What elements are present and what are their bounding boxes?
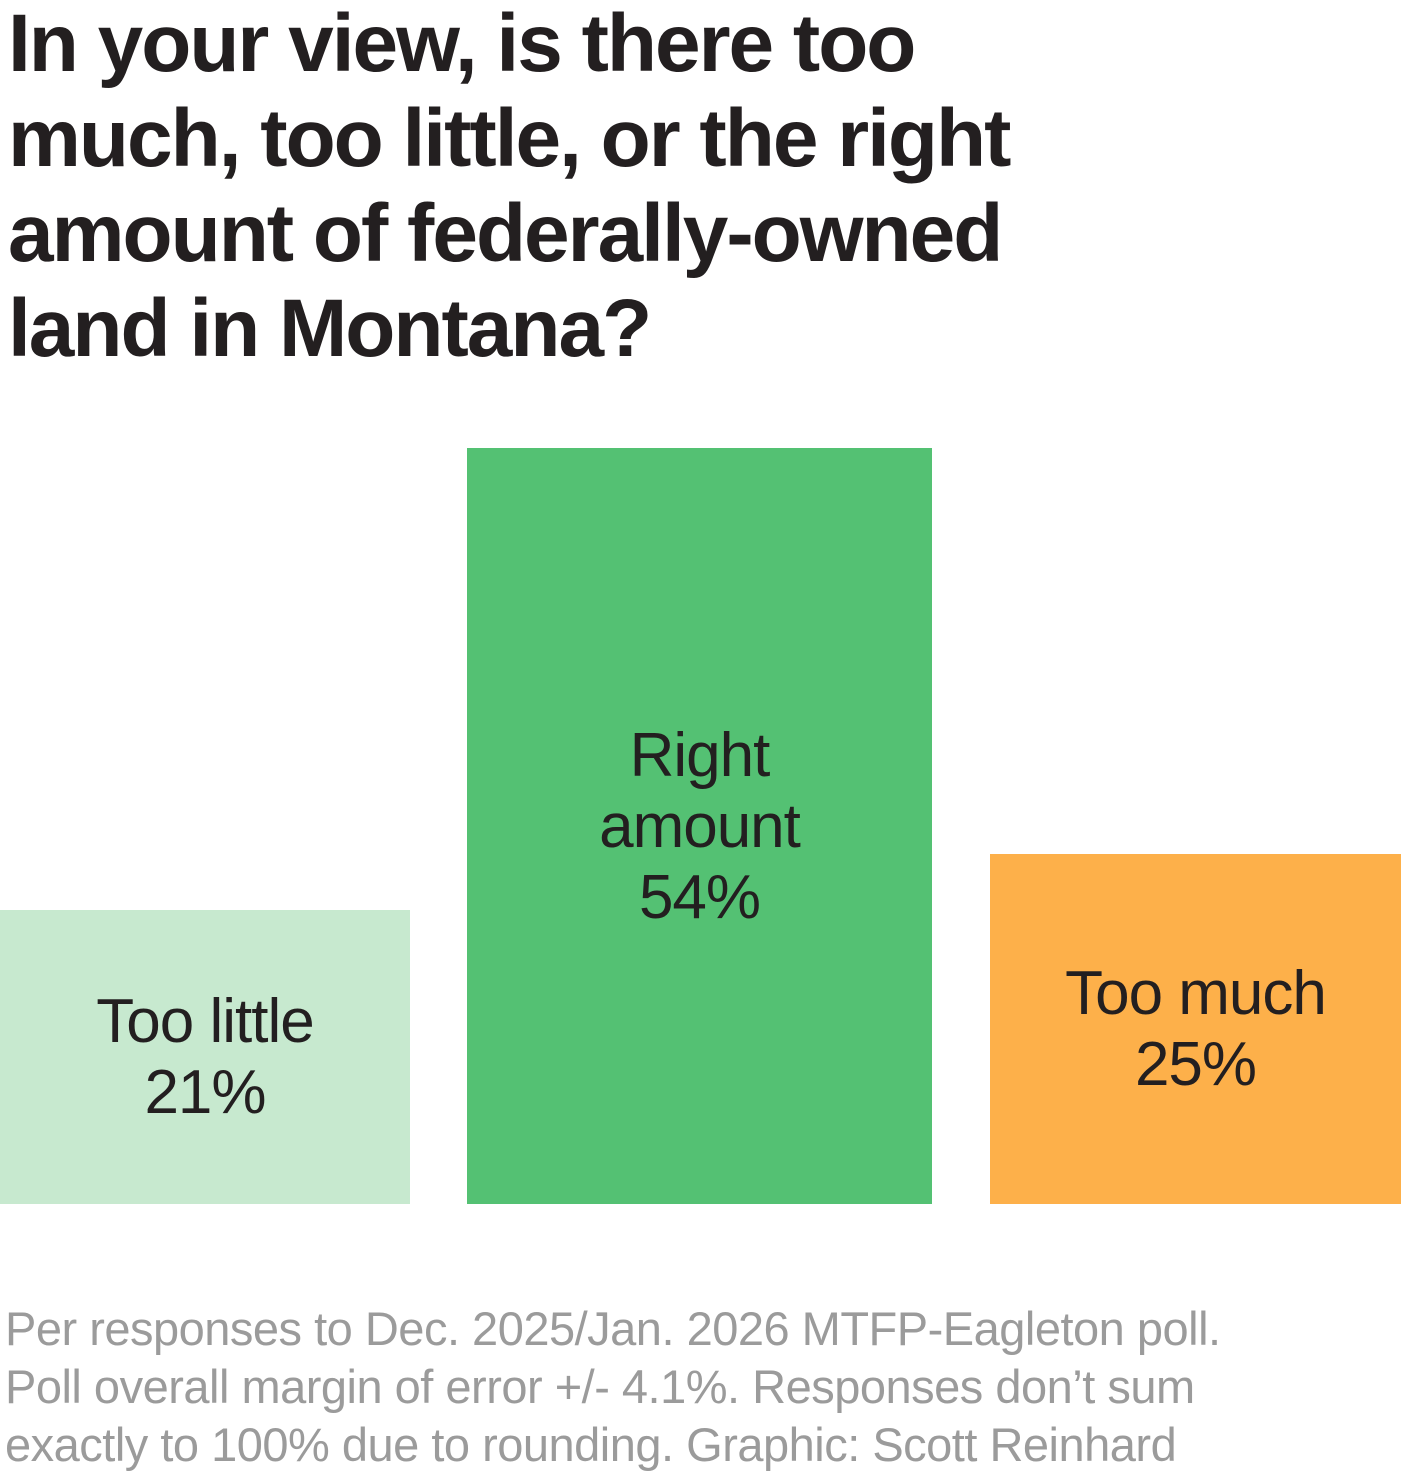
bar-label-too-little: Too little 21% (96, 986, 314, 1128)
bar-category-label: Too little (96, 987, 314, 1056)
chart-title: In your view, is there too much, too lit… (8, 0, 1348, 376)
bar-category-label: Right (629, 720, 771, 790)
source-note-line: exactly to 100% due to rounding. Graphic… (5, 1418, 1177, 1471)
source-note: Per responses to Dec. 2025/Jan. 2026 MTF… (5, 1300, 1401, 1474)
bar-value-label: 21% (144, 1058, 266, 1127)
bar-value-label: 25% (1134, 1030, 1257, 1099)
chart-title-line: land in Montana? (8, 283, 652, 374)
bar-right-amount: Right amount 54% (467, 448, 932, 1204)
bar-category-label: amount (599, 791, 801, 861)
chart-title-line: In your view, is there too (8, 0, 916, 89)
bar-chart: Too little 21% Right amount 54% Too much… (0, 448, 1401, 1204)
bar-too-little: Too little 21% (0, 910, 410, 1204)
bar-label-too-much: Too much 25% (1065, 958, 1327, 1100)
chart-title-line: amount of federally-owned (8, 188, 1003, 279)
chart-title-line: much, too little, or the right (8, 93, 1011, 184)
source-note-line: Poll overall margin of error +/- 4.1%. R… (5, 1360, 1195, 1413)
bar-label-right-amount: Right amount 54% (599, 720, 801, 933)
bar-value-label: 54% (638, 862, 761, 932)
bar-too-much: Too much 25% (990, 854, 1401, 1204)
source-note-line: Per responses to Dec. 2025/Jan. 2026 MTF… (5, 1302, 1221, 1355)
bar-category-label: Too much (1065, 959, 1327, 1028)
